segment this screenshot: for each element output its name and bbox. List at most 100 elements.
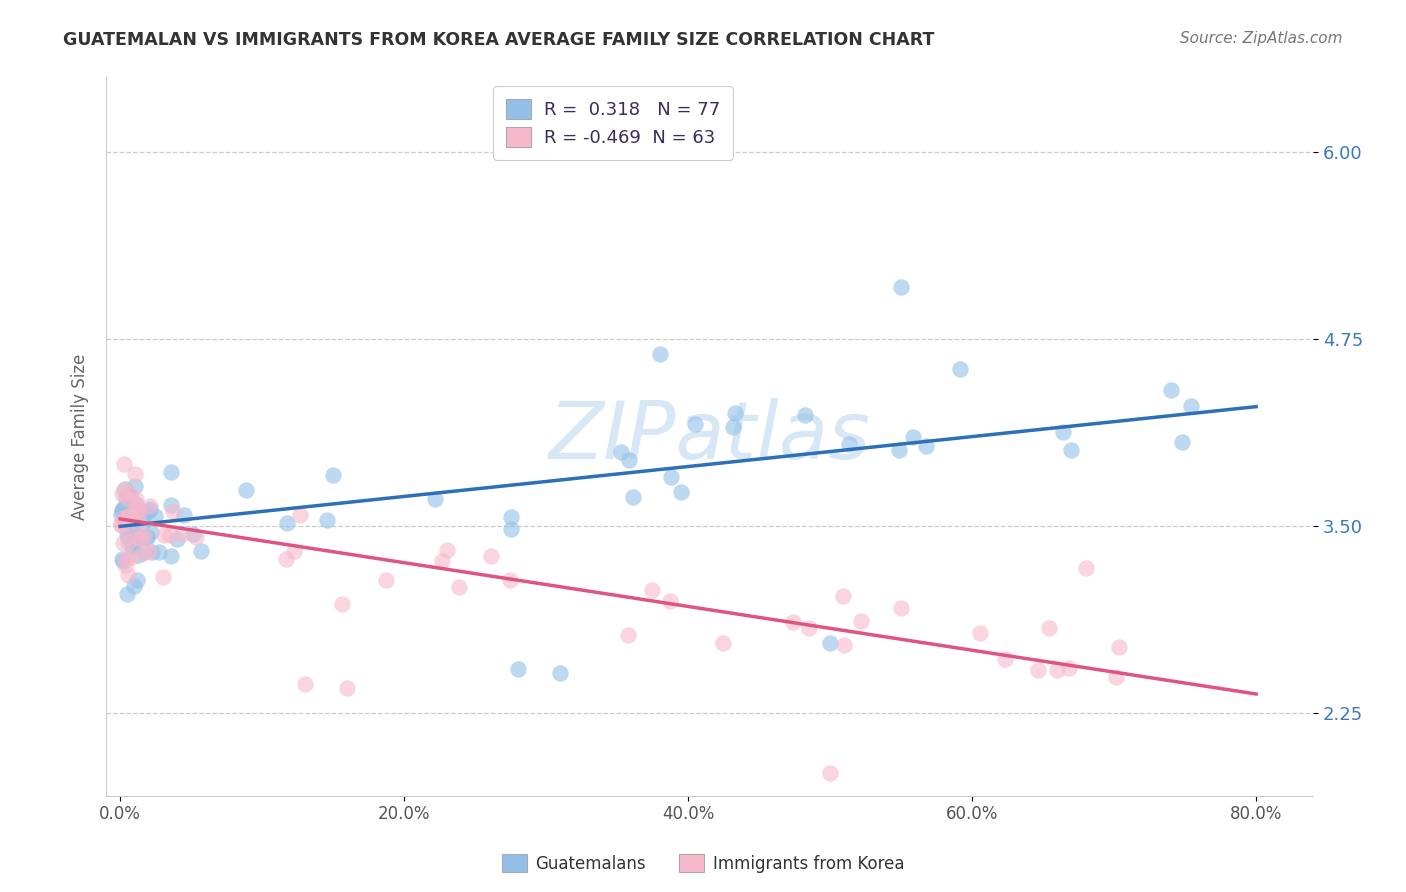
- Point: [132, 527, 155, 541]
- Point: [152, 570, 174, 584]
- Point: [114, 558, 136, 572]
- Point: [782, 615, 804, 629]
- Point: [115, 587, 138, 601]
- Point: [838, 437, 860, 451]
- Point: [501, 522, 523, 536]
- Point: [375, 573, 398, 587]
- Point: [1046, 663, 1069, 677]
- Point: [117, 528, 139, 542]
- Point: [818, 766, 841, 780]
- Point: [118, 489, 141, 503]
- Point: [141, 545, 163, 559]
- Point: [112, 483, 135, 498]
- Point: [322, 468, 344, 483]
- Point: [336, 681, 359, 695]
- Point: [288, 508, 311, 522]
- Point: [423, 492, 446, 507]
- Point: [1170, 434, 1192, 449]
- Point: [120, 491, 142, 506]
- Point: [118, 508, 141, 523]
- Point: [621, 490, 644, 504]
- Point: [110, 508, 132, 522]
- Point: [1026, 663, 1049, 677]
- Point: [124, 500, 146, 515]
- Text: GUATEMALAN VS IMMIGRANTS FROM KOREA AVERAGE FAMILY SIZE CORRELATION CHART: GUATEMALAN VS IMMIGRANTS FROM KOREA AVER…: [63, 31, 935, 49]
- Point: [506, 662, 529, 676]
- Point: [794, 409, 817, 423]
- Point: [610, 444, 633, 458]
- Point: [832, 589, 855, 603]
- Point: [186, 530, 208, 544]
- Legend: R =  0.318   N = 77, R = -0.469  N = 63: R = 0.318 N = 77, R = -0.469 N = 63: [494, 87, 733, 160]
- Point: [1057, 661, 1080, 675]
- Point: [143, 509, 166, 524]
- Point: [849, 615, 872, 629]
- Text: ZIPatlas: ZIPatlas: [548, 398, 870, 475]
- Point: [617, 453, 640, 467]
- Point: [1180, 399, 1202, 413]
- Point: [112, 457, 135, 471]
- Point: [124, 492, 146, 507]
- Point: [721, 420, 744, 434]
- Point: [136, 529, 159, 543]
- Point: [111, 552, 134, 566]
- Point: [138, 544, 160, 558]
- Point: [949, 361, 972, 376]
- Point: [173, 508, 195, 522]
- Point: [127, 549, 149, 563]
- Point: [832, 638, 855, 652]
- Y-axis label: Average Family Size: Average Family Size: [72, 353, 89, 520]
- Point: [449, 580, 471, 594]
- Point: [120, 524, 142, 539]
- Point: [190, 544, 212, 558]
- Point: [112, 500, 135, 514]
- Point: [110, 517, 132, 532]
- Point: [890, 601, 912, 615]
- Point: [132, 516, 155, 530]
- Point: [1052, 425, 1074, 439]
- Point: [122, 521, 145, 535]
- Point: [132, 545, 155, 559]
- Point: [1038, 621, 1060, 635]
- Point: [134, 508, 156, 522]
- Point: [122, 579, 145, 593]
- Point: [166, 532, 188, 546]
- Point: [724, 406, 747, 420]
- Point: [994, 652, 1017, 666]
- Point: [112, 554, 135, 568]
- Point: [125, 498, 148, 512]
- Point: [1108, 640, 1130, 654]
- Point: [117, 534, 139, 549]
- Point: [115, 511, 138, 525]
- Point: [818, 636, 841, 650]
- Point: [114, 483, 136, 497]
- Point: [160, 465, 183, 479]
- Point: [117, 530, 139, 544]
- Point: [110, 516, 132, 531]
- Point: [124, 467, 146, 482]
- Point: [901, 430, 924, 444]
- Point: [915, 439, 938, 453]
- Point: [128, 502, 150, 516]
- Point: [330, 597, 353, 611]
- Point: [136, 530, 159, 544]
- Point: [117, 568, 139, 582]
- Point: [114, 551, 136, 566]
- Point: [316, 513, 339, 527]
- Point: [969, 626, 991, 640]
- Point: [283, 543, 305, 558]
- Point: [152, 528, 174, 542]
- Point: [125, 531, 148, 545]
- Text: Source: ZipAtlas.com: Source: ZipAtlas.com: [1180, 31, 1343, 46]
- Point: [124, 479, 146, 493]
- Point: [669, 484, 692, 499]
- Point: [711, 636, 734, 650]
- Point: [138, 504, 160, 518]
- Point: [114, 517, 136, 532]
- Point: [118, 508, 141, 523]
- Point: [160, 498, 183, 512]
- Point: [659, 594, 682, 608]
- Point: [1074, 561, 1097, 575]
- Point: [648, 347, 671, 361]
- Point: [1160, 384, 1182, 398]
